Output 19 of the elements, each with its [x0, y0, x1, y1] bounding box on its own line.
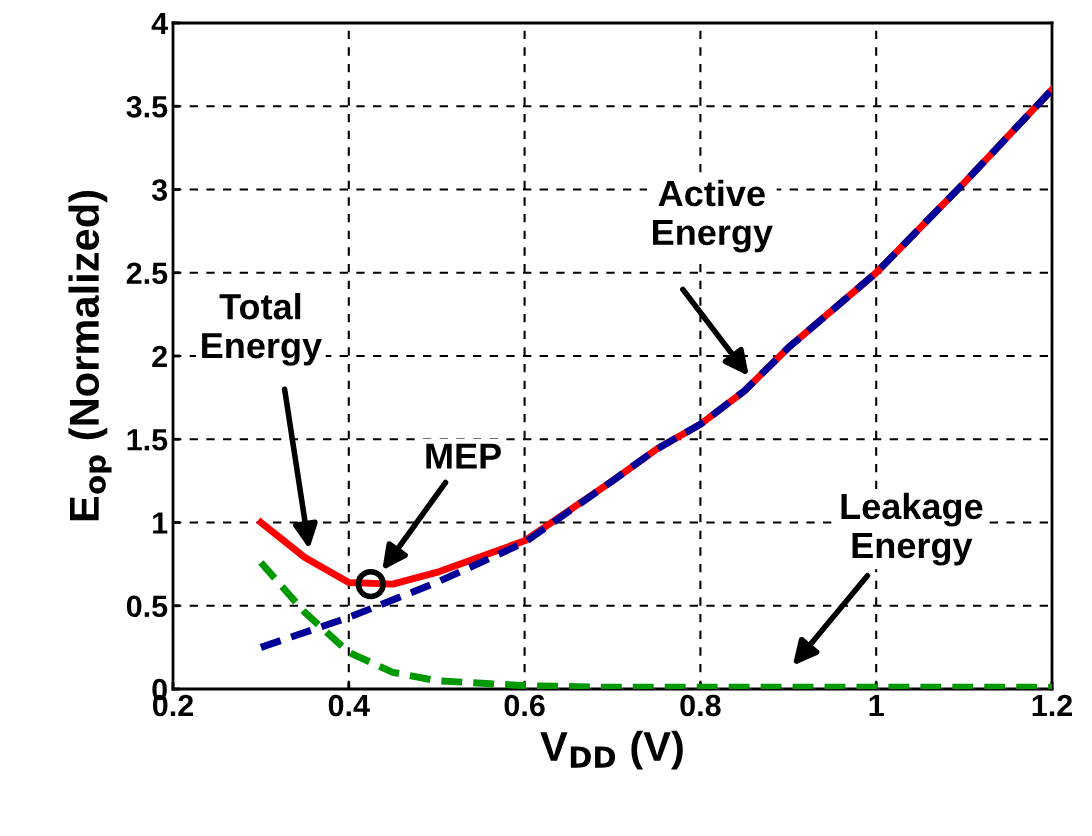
y-tick-label: 4 — [151, 13, 168, 35]
x-tick-label: 0.8 — [680, 694, 721, 717]
annotation: Total Energy — [202, 293, 322, 366]
x-tick-label: 1.2 — [1032, 694, 1073, 716]
annotation: MEP — [426, 443, 501, 469]
x-axis-title: V$_{DD}$ (V) — [540, 730, 683, 770]
y-tick-label: 2 — [152, 345, 167, 368]
y-tick-label: 1 — [153, 512, 168, 534]
y-tick-label: 1.5 — [127, 429, 168, 451]
y-axis-title: E$_{op}$ (Normalized) — [68, 190, 112, 521]
annotation: Leakage Energy — [841, 492, 983, 566]
y-tick-label: 2.5 — [126, 262, 168, 285]
annotation: Active Energy — [653, 179, 773, 253]
y-tick-label: 0.5 — [126, 595, 168, 618]
x-tick-label: 0.4 — [328, 694, 370, 717]
x-tick-label: 1 — [869, 694, 884, 716]
x-tick-label: 0.6 — [504, 694, 545, 717]
y-tick-label: 3 — [151, 179, 168, 201]
y-tick-label: 3.5 — [126, 95, 168, 118]
